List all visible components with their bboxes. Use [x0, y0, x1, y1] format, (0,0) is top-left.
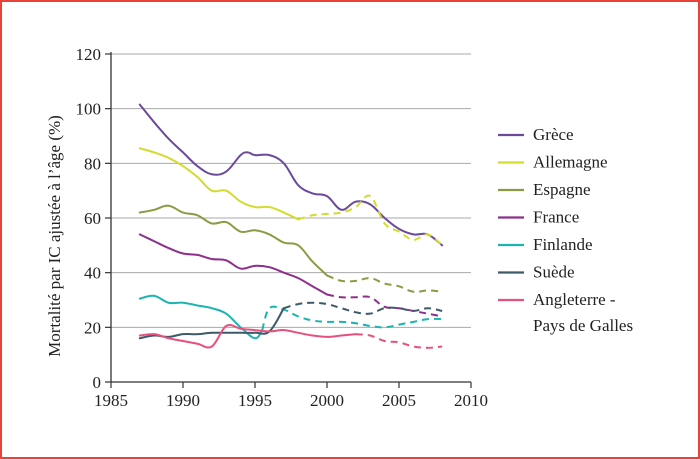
series-line-espagne [138, 204, 328, 277]
y-axis-ticks: 0 20 40 60 80 100 120 [76, 45, 111, 392]
series-line-grece [138, 103, 444, 247]
y-tick-label-60: 60 [84, 209, 101, 228]
legend-label-suede: Suède [533, 263, 575, 282]
y-tick-label-120: 120 [76, 45, 102, 64]
series-line-projected-angleterre-pays-de-galles [355, 333, 443, 349]
legend-label-france: France [533, 208, 579, 227]
x-axis-ticks: 1985 1990 1995 2000 2005 2010 [94, 382, 488, 410]
legend-label-grece: Grèce [533, 125, 574, 144]
y-tick-label-40: 40 [84, 264, 101, 283]
series-line-angleterre-pays-de-galles [138, 323, 357, 349]
y-tick-label-100: 100 [76, 100, 102, 119]
y-tick-label-80: 80 [84, 154, 101, 173]
y-tick-label-0: 0 [93, 373, 102, 392]
legend-label-finlande: Finlande [533, 235, 593, 254]
series-line-projected-suede [283, 301, 443, 315]
series-line-projected-france [326, 293, 443, 318]
x-tick-label-1985: 1985 [94, 391, 128, 410]
grid-lines [111, 53, 471, 328]
series-line-finlande [138, 294, 264, 340]
x-tick-label-2010: 2010 [454, 391, 488, 410]
legend-label-allemagne: Allemagne [533, 153, 608, 172]
series-line-projected-finlande [261, 305, 443, 331]
x-tick-label-1995: 1995 [238, 391, 272, 410]
axes [110, 52, 471, 383]
x-tick-label-2000: 2000 [310, 391, 344, 410]
series-line-projected-espagne [326, 274, 443, 293]
x-tick-label-1990: 1990 [166, 391, 200, 410]
series-line-france [138, 233, 328, 296]
y-tick-label-20: 20 [84, 318, 101, 337]
legend-label-espagne: Espagne [533, 180, 591, 199]
x-tick-label-2005: 2005 [382, 391, 416, 410]
series-line-suede [138, 307, 285, 340]
series-line-allemagne [138, 147, 300, 221]
legend-label-angleterre-pays-de-galles: Angleterre -Pays de Galles [533, 290, 633, 335]
series-lines [138, 103, 444, 349]
legend: Grèce Allemagne Espagne France Finlande Suède… [498, 125, 633, 335]
series-line-projected-allemagne [297, 194, 443, 247]
y-axis-label: Mortalité par IC ajustée à l’âge (%) [45, 115, 64, 357]
